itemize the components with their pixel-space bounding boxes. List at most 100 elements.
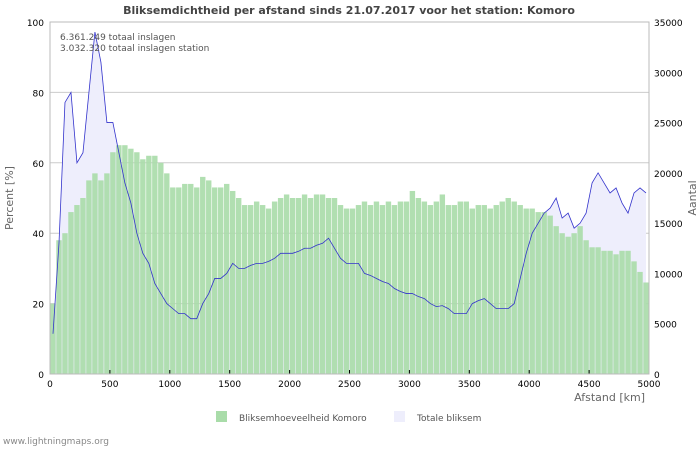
- legend-swatch-total: [394, 411, 405, 422]
- y-tick-label: 80: [33, 89, 45, 99]
- komoro-bar: [182, 183, 188, 374]
- komoro-bar: [307, 198, 314, 374]
- total-lightning-line: [52, 31, 647, 334]
- komoro-bar: [451, 205, 458, 374]
- komoro-bar: [92, 173, 98, 374]
- komoro-bar: [134, 152, 140, 374]
- komoro-bar: [523, 208, 529, 374]
- komoro-bar: [325, 198, 332, 374]
- komoro-bar: [373, 201, 380, 374]
- komoro-bar: [397, 201, 404, 374]
- komoro-bar: [50, 303, 56, 374]
- komoro-bar: [230, 190, 236, 374]
- komoro-bar: [212, 187, 218, 374]
- komoro-bar: [140, 159, 146, 374]
- legend-swatch-komoro: [216, 411, 227, 422]
- komoro-bar: [415, 198, 422, 374]
- komoro-bar: [253, 201, 260, 374]
- komoro-bar: [535, 212, 541, 374]
- komoro-bar: [319, 194, 326, 374]
- legend-label-komoro: Bliksemhoeveelheid Komoro: [239, 414, 367, 424]
- y-tick-label: 60: [33, 160, 45, 170]
- komoro-bar: [146, 155, 152, 374]
- komoro-bar: [56, 240, 62, 374]
- y-tick-label: 40: [33, 230, 45, 240]
- x-tick-label: 5000: [638, 380, 661, 390]
- komoro-bar: [80, 198, 86, 374]
- komoro-bar: [98, 180, 104, 374]
- komoro-bar: [559, 233, 565, 374]
- komoro-bar: [445, 205, 452, 374]
- komoro-bar: [601, 250, 607, 374]
- komoro-bar: [283, 194, 290, 374]
- komoro-bar: [301, 194, 308, 374]
- komoro-bar: [481, 205, 487, 374]
- y2-tick-label: 5000: [654, 321, 677, 331]
- komoro-bar: [475, 205, 481, 374]
- komoro-bar: [110, 152, 116, 374]
- komoro-bar: [487, 208, 493, 374]
- komoro-bar: [541, 212, 547, 374]
- komoro-bar: [577, 226, 583, 374]
- komoro-bar: [619, 250, 625, 374]
- komoro-bar: [595, 247, 601, 374]
- x-tick-label: 1000: [158, 380, 181, 390]
- y-axis-label: Percent [%]: [3, 166, 16, 230]
- komoro-bar: [152, 155, 158, 374]
- komoro-bar: [265, 208, 272, 374]
- komoro-bar: [625, 250, 631, 374]
- komoro-bar: [379, 205, 386, 374]
- y2-tick-label: 25000: [654, 120, 683, 130]
- y-tick-label: 100: [27, 19, 44, 29]
- komoro-bar: [271, 201, 278, 374]
- komoro-bar: [463, 201, 469, 374]
- y2-tick-label: 0: [654, 371, 660, 381]
- komoro-bar: [122, 145, 128, 374]
- komoro-bar: [128, 148, 134, 374]
- komoro-bar: [188, 183, 194, 374]
- chart-title: Bliksemdichtheid per afstand sinds 21.07…: [123, 4, 575, 17]
- komoro-bar: [637, 271, 643, 374]
- komoro-bar: [259, 205, 266, 374]
- komoro-bar: [158, 162, 164, 374]
- x-tick-label: 4000: [518, 380, 541, 390]
- komoro-bar: [331, 198, 338, 374]
- komoro-bar: [164, 173, 170, 374]
- komoro-bar: [355, 205, 362, 374]
- komoro-bar: [505, 198, 511, 374]
- y2-axis-label: Aantal: [686, 180, 699, 215]
- komoro-bar: [439, 194, 446, 374]
- komoro-bar: [224, 183, 230, 374]
- komoro-bar: [385, 201, 392, 374]
- komoro-bar: [68, 212, 74, 374]
- komoro-bar: [493, 205, 499, 374]
- komoro-bar: [547, 215, 553, 374]
- annotation-station: 3.032.320 totaal inslagen station: [60, 44, 209, 54]
- komoro-bar: [391, 205, 398, 374]
- komoro-bar: [206, 180, 212, 374]
- x-tick-label: 4500: [578, 380, 601, 390]
- komoro-bar: [565, 236, 571, 374]
- y2-tick-label: 35000: [654, 19, 683, 29]
- footer-credit: www.lightningmaps.org: [3, 437, 109, 447]
- komoro-bar: [469, 208, 475, 374]
- komoro-bar: [427, 205, 434, 374]
- komoro-bar: [403, 201, 410, 374]
- x-axis-label: Afstand [km]: [574, 391, 645, 404]
- x-tick-label: 0: [47, 380, 53, 390]
- komoro-bar: [607, 250, 613, 374]
- y-tick-label: 0: [38, 371, 44, 381]
- komoro-bar: [200, 176, 206, 374]
- komoro-bar: [457, 201, 464, 374]
- komoro-bar: [589, 247, 595, 374]
- y2-tick-label: 30000: [654, 69, 683, 79]
- komoro-bar: [553, 226, 559, 374]
- komoro-bar: [511, 201, 517, 374]
- komoro-bar: [247, 205, 254, 374]
- y2-tick-label: 15000: [654, 220, 683, 230]
- komoro-bar: [218, 187, 224, 374]
- x-tick-label: 3500: [458, 380, 481, 390]
- komoro-bar: [613, 254, 619, 374]
